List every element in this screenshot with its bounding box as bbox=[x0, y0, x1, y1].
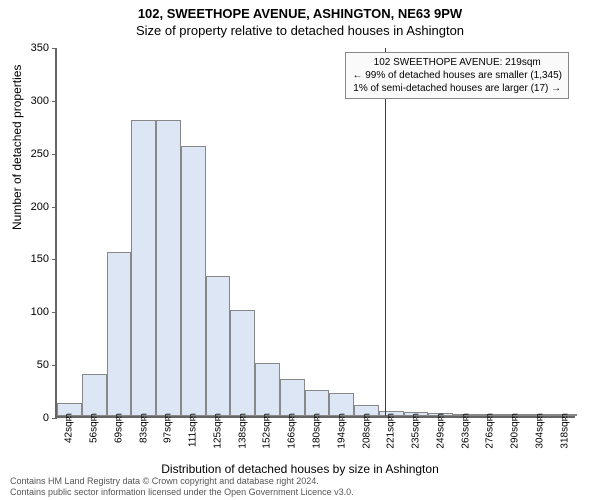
histogram-bar bbox=[230, 310, 255, 416]
y-tick-label: 150 bbox=[19, 253, 49, 265]
histogram-bar bbox=[82, 374, 107, 416]
plot-area: 05010015020025030035042sqm56sqm69sqm83sq… bbox=[55, 48, 575, 418]
info-line-1: 102 SWEETHOPE AVENUE: 219sqm bbox=[352, 56, 562, 69]
chart: 05010015020025030035042sqm56sqm69sqm83sq… bbox=[55, 48, 575, 418]
footer-line-2: Contains public sector information licen… bbox=[10, 487, 590, 498]
page-title: 102, SWEETHOPE AVENUE, ASHINGTON, NE63 9… bbox=[0, 0, 600, 21]
info-line-2: ← 99% of detached houses are smaller (1,… bbox=[352, 69, 562, 82]
info-line-3: 1% of semi-detached houses are larger (1… bbox=[352, 82, 562, 95]
footer: Contains HM Land Registry data © Crown c… bbox=[10, 476, 590, 498]
page-subtitle: Size of property relative to detached ho… bbox=[0, 21, 600, 38]
histogram-bar bbox=[156, 120, 181, 416]
histogram-bar bbox=[206, 276, 231, 416]
y-tick-label: 0 bbox=[19, 412, 49, 424]
y-tick-label: 100 bbox=[19, 306, 49, 318]
y-axis-label: Number of detached properties bbox=[10, 65, 24, 230]
histogram-bar bbox=[280, 379, 305, 416]
y-tick-label: 350 bbox=[19, 42, 49, 54]
histogram-bar bbox=[181, 146, 206, 416]
marker-line bbox=[385, 48, 386, 416]
histogram-bar bbox=[255, 363, 280, 416]
histogram-bar bbox=[107, 252, 132, 416]
y-tick-label: 50 bbox=[19, 359, 49, 371]
x-axis-label: Distribution of detached houses by size … bbox=[0, 462, 600, 476]
histogram-bar bbox=[131, 120, 156, 416]
marker-info-box: 102 SWEETHOPE AVENUE: 219sqm ← 99% of de… bbox=[345, 52, 569, 99]
footer-line-1: Contains HM Land Registry data © Crown c… bbox=[10, 476, 590, 487]
